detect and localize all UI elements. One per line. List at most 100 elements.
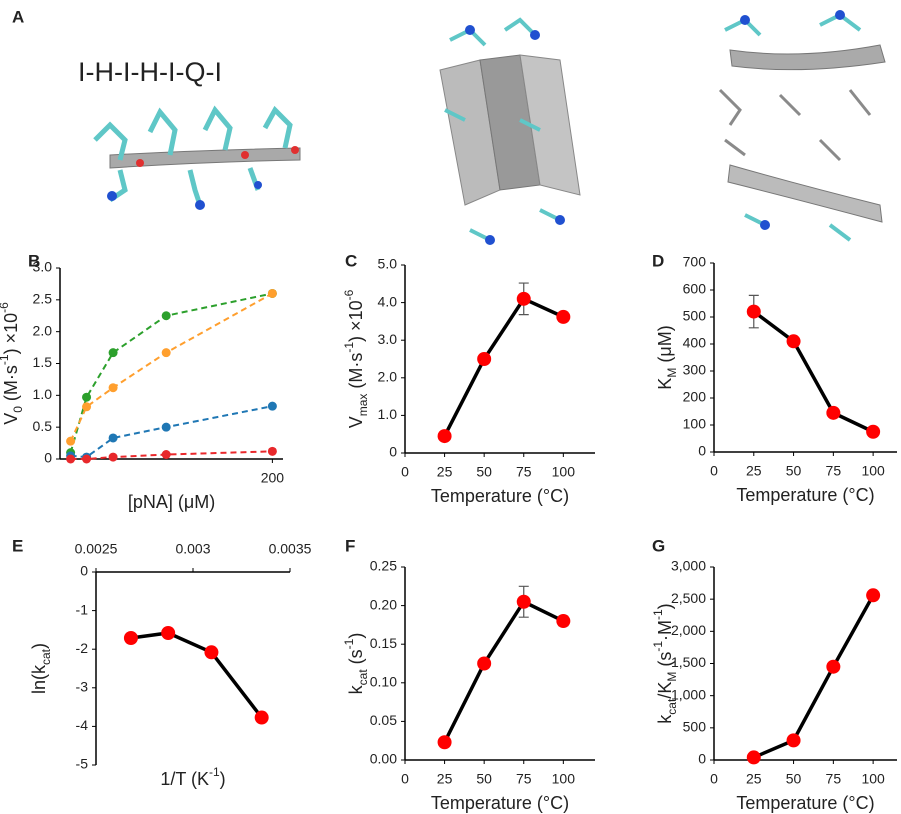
data-point: [161, 626, 175, 640]
data-point: [162, 423, 171, 432]
x-tick-label: 0.0035: [269, 541, 312, 557]
y-tick-label: 0.20: [370, 596, 397, 612]
y-tick-label: 5.0: [378, 256, 398, 272]
data-point: [268, 402, 277, 411]
y-tick-label: 0.10: [370, 674, 397, 690]
y-tick-label: 500: [683, 719, 707, 735]
x-tick-label: 75: [516, 464, 532, 480]
data-point: [109, 453, 118, 462]
panel-letter: D: [652, 251, 664, 270]
label-part: (M·s: [346, 353, 366, 394]
x-tick-label: 200: [261, 470, 285, 486]
y-tick-label: -2: [76, 640, 89, 656]
y-tick-label: 100: [683, 416, 707, 432]
y-tick-label: 1.0: [33, 386, 53, 402]
y-tick-label: 0: [698, 443, 706, 459]
y-tick-label: 0: [389, 444, 397, 460]
label-part: ): [29, 643, 49, 649]
fit-line: [71, 293, 273, 452]
panel-letter: F: [345, 536, 355, 555]
label-part: ): [346, 633, 366, 639]
x-tick-label: 75: [826, 463, 842, 479]
data-point: [162, 311, 171, 320]
y-tick-label: 2.0: [33, 322, 53, 338]
label-part: -1: [651, 641, 665, 652]
peptide-sequence: I-H-I-H-I-Q-I: [78, 57, 222, 87]
panel-letter: A: [12, 7, 24, 26]
data-point: [787, 334, 801, 348]
data-point: [517, 292, 531, 306]
x-axis-label: [pNA] (μM): [128, 492, 215, 512]
data-point: [66, 437, 75, 446]
data-line: [445, 299, 564, 436]
x-axis-label: Temperature (°C): [431, 793, 569, 813]
label-part: 1/T (K: [160, 769, 209, 789]
data-point: [162, 348, 171, 357]
x-tick-label: 100: [552, 464, 576, 480]
fit-line: [71, 293, 273, 441]
data-point: [124, 631, 138, 645]
y-tick-label: 300: [683, 362, 707, 378]
data-point: [787, 733, 801, 747]
data-line: [445, 602, 564, 743]
y-tick-label: 0: [44, 450, 52, 466]
data-point: [255, 711, 269, 725]
label-part: max: [356, 394, 370, 417]
y-tick-label: 500: [683, 308, 707, 324]
y-tick-label: 2.5: [33, 291, 53, 307]
data-point: [556, 614, 570, 628]
x-tick-label: 100: [552, 771, 576, 787]
data-line: [754, 312, 873, 432]
x-tick-label: 75: [826, 771, 842, 787]
y-tick-label: -5: [76, 756, 89, 772]
data-point: [866, 588, 880, 602]
x-tick-label: 0: [401, 771, 409, 787]
panel-letter: E: [12, 536, 23, 555]
x-tick-label: 25: [746, 771, 762, 787]
x-tick-label: 25: [437, 771, 453, 787]
y-tick-label: 0: [80, 563, 88, 579]
label-part: ): [220, 769, 226, 789]
y-tick-label: 4.0: [378, 293, 398, 309]
label-part: -1: [342, 638, 356, 649]
label-part: M: [665, 368, 679, 378]
data-point: [517, 595, 531, 609]
x-tick-label: 50: [786, 771, 802, 787]
y-tick-label: 2.0: [378, 369, 398, 385]
label-part: V: [346, 416, 366, 428]
data-line: [131, 633, 262, 718]
x-axis-label: Temperature (°C): [736, 485, 874, 505]
label-part: [pNA] (μM): [128, 492, 215, 512]
data-point: [82, 393, 91, 402]
y-axis-label: ln(kcat): [29, 643, 53, 694]
x-axis-label: 1/T (K-1): [160, 765, 225, 789]
y-tick-label: 400: [683, 335, 707, 351]
data-point: [109, 348, 118, 357]
fit-line: [71, 451, 273, 459]
x-tick-label: 0.003: [175, 541, 210, 557]
label-part: -1: [209, 765, 220, 779]
y-tick-label: 0.25: [370, 558, 397, 574]
y-tick-label: 3.0: [33, 259, 53, 275]
data-point: [109, 383, 118, 392]
y-tick-label: 0.05: [370, 712, 397, 728]
label-part: cat: [39, 648, 53, 665]
y-tick-label: 0.00: [370, 751, 397, 767]
data-point: [556, 310, 570, 324]
label-part: (M·s: [1, 365, 21, 406]
x-tick-label: 0: [710, 463, 718, 479]
label-part: (s: [655, 652, 675, 672]
data-point: [268, 289, 277, 298]
label-part: ) ×10: [346, 300, 366, 342]
label-part: ) ×10: [1, 313, 21, 355]
x-tick-label: 75: [516, 771, 532, 787]
data-point: [82, 402, 91, 411]
x-axis-label: Temperature (°C): [431, 486, 569, 506]
y-tick-label: 200: [683, 389, 707, 405]
data-line: [754, 595, 873, 757]
label-part: /K: [655, 682, 675, 699]
label-part: -1: [651, 609, 665, 620]
label-part: -6: [342, 289, 356, 300]
y-tick-label: 2,500: [671, 590, 706, 606]
data-point: [477, 352, 491, 366]
